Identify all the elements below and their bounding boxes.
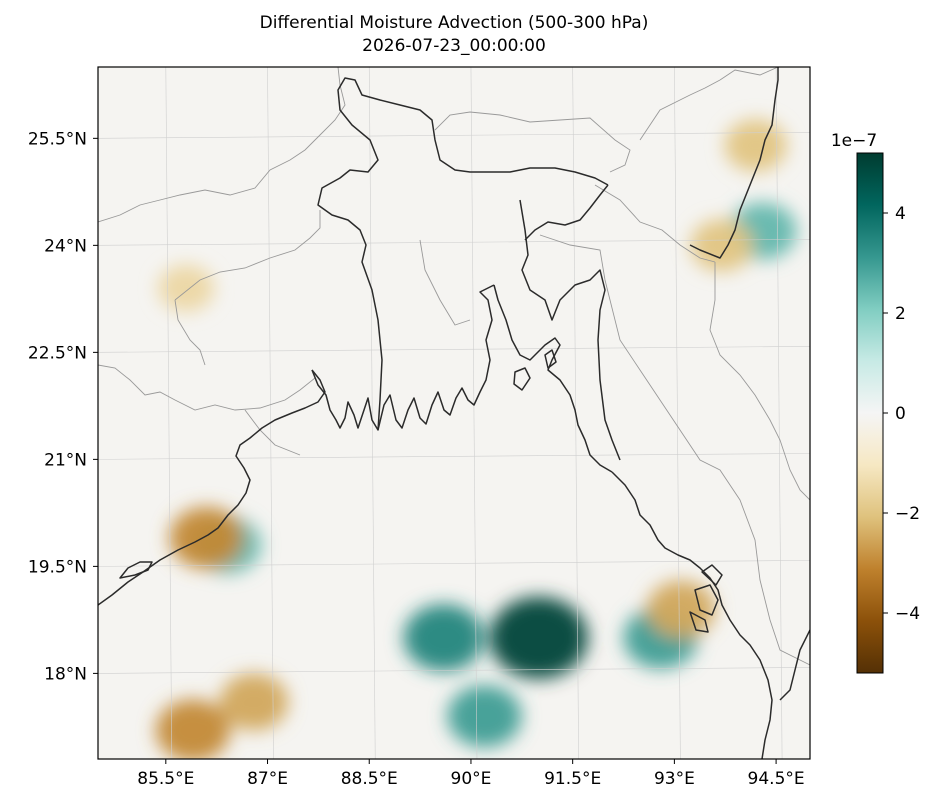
gridline-lon <box>165 67 173 759</box>
boundary-bangladesh-west <box>317 77 609 431</box>
colorbar-exponent-label: 1e−7 <box>831 131 877 151</box>
coastline-meghna <box>493 284 613 473</box>
lat-tick-label: 19.5°N <box>28 557 87 577</box>
boundary-myanmar-north <box>689 67 779 259</box>
field-anomaly <box>157 264 215 312</box>
colorbar-ticks: 4 2 0 −2 −4 <box>883 204 920 624</box>
map-subtitle: 2026-07-23_00:00:00 <box>362 36 546 56</box>
lon-tick-label: 85.5°E <box>137 769 194 789</box>
colorbar <box>856 152 884 674</box>
lon-tick-label: 88.5°E <box>341 769 398 789</box>
lat-tick-label: 21°N <box>44 450 87 470</box>
field-anomaly <box>447 685 522 748</box>
map-title: Differential Moisture Advection (500-300… <box>259 13 649 33</box>
colorbar-tick-label: 0 <box>895 404 906 424</box>
border-line <box>639 79 721 141</box>
lon-tick-label: 94.5°E <box>748 769 805 789</box>
gridline-lon <box>674 67 681 759</box>
colorbar-tick-label: 4 <box>895 204 906 224</box>
field-anomaly <box>489 596 588 679</box>
admin-borders <box>98 67 810 666</box>
map-plot-area <box>98 67 810 759</box>
island-hatiya <box>544 349 557 369</box>
gridline-lat <box>98 239 810 246</box>
boundary-bangladesh-east <box>519 199 621 461</box>
gridline-lon <box>368 67 376 759</box>
gridlines <box>98 67 810 759</box>
coastline-sundarbans <box>311 284 495 431</box>
border-line <box>709 262 810 501</box>
border-line <box>719 67 779 81</box>
lat-tick-label: 24°N <box>44 236 87 256</box>
gridline-lat <box>98 667 810 674</box>
island-bhola <box>513 367 531 391</box>
lat-tick-label: 18°N <box>44 664 87 684</box>
gridline-lat <box>98 132 810 139</box>
field-anomaly <box>169 506 244 569</box>
boundary-myanmar-east <box>779 629 810 701</box>
island-cheduba <box>689 611 709 633</box>
field-anomaly <box>724 119 787 172</box>
field-anomaly <box>403 604 485 672</box>
border-line <box>594 184 716 263</box>
field-anomaly <box>690 219 754 272</box>
lon-tick-label: 87°E <box>247 769 288 789</box>
field-anomaly <box>646 580 716 638</box>
border-line <box>434 111 631 173</box>
lon-tick-label: 90°E <box>451 769 492 789</box>
map-frame <box>97 66 811 760</box>
lat-tick-label: 22.5°N <box>28 343 87 363</box>
field-anomaly <box>155 699 231 759</box>
coastline-india-east <box>98 369 326 606</box>
border-line <box>419 239 471 326</box>
gridline-lon <box>775 67 783 759</box>
gridline-lon <box>470 67 478 759</box>
border-line <box>174 299 206 366</box>
lat-tick-label: 25.5°N <box>28 129 87 149</box>
island-ramree <box>694 584 719 616</box>
gridline-lat <box>98 346 810 353</box>
border-line <box>174 210 321 301</box>
island-rakhine <box>701 564 723 586</box>
colorbar-tick-label: −4 <box>895 604 920 624</box>
colorbar-tick-label: 2 <box>895 304 906 324</box>
border-line <box>98 67 346 223</box>
lon-tick-label: 93°E <box>654 769 695 789</box>
border-line <box>244 409 301 456</box>
coastline-chilika <box>119 561 153 579</box>
axis-ticks: 85.5°E 87°E 88.5°E 90°E 91.5°E 93°E 94.5°E 25.5… <box>28 129 805 789</box>
boundary-northeast <box>524 184 609 241</box>
border-line <box>539 234 810 666</box>
gridline-lat <box>98 453 810 460</box>
border-line <box>98 364 316 411</box>
gridline-lon <box>267 67 274 759</box>
field-anomaly <box>219 673 289 731</box>
coastlines <box>98 67 810 759</box>
lon-tick-label: 91.5°E <box>544 769 601 789</box>
colorbar-tick-label: −2 <box>895 504 920 524</box>
